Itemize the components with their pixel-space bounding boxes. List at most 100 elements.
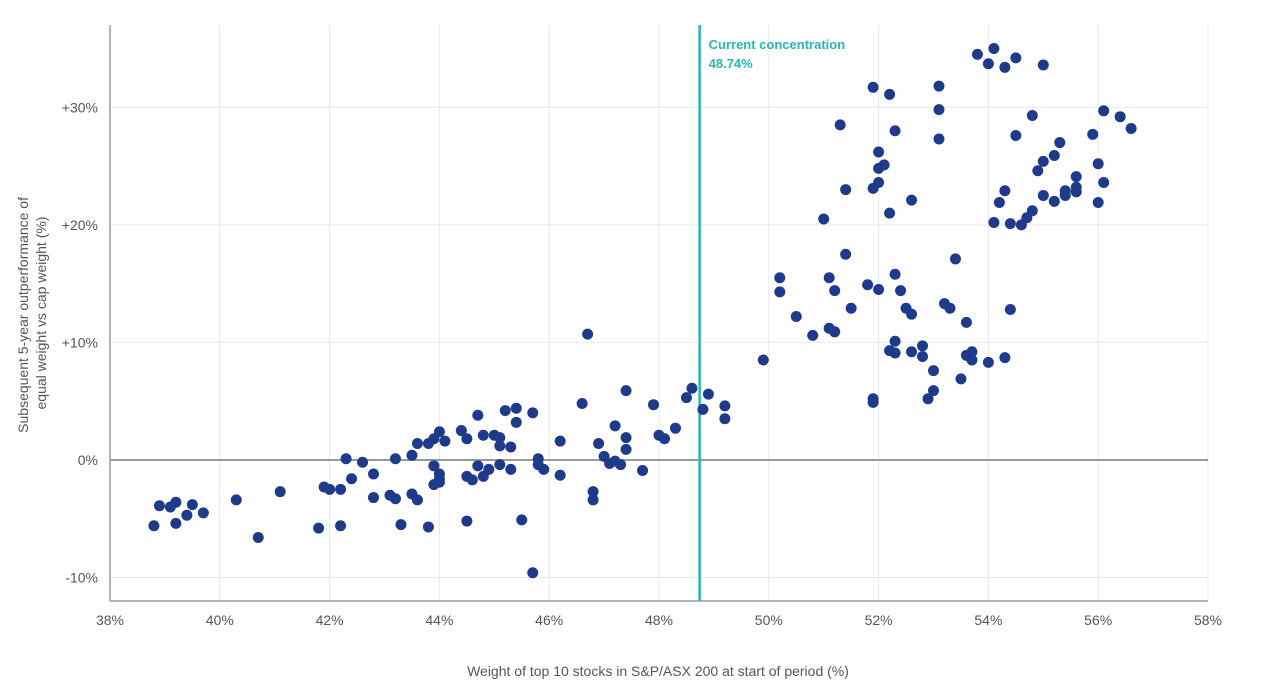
data-point xyxy=(395,519,407,531)
data-point xyxy=(971,48,983,60)
data-point xyxy=(999,61,1011,73)
x-axis-title: Weight of top 10 stocks in S&P/ASX 200 a… xyxy=(467,663,849,679)
data-point xyxy=(494,432,506,444)
data-point xyxy=(818,213,830,225)
data-point xyxy=(774,272,786,284)
data-point xyxy=(197,507,209,519)
data-point xyxy=(928,365,939,377)
data-point xyxy=(609,420,621,432)
data-point xyxy=(697,403,709,415)
data-point xyxy=(1032,165,1044,177)
x-tick-label: 38% xyxy=(96,612,124,628)
x-tick-label: 58% xyxy=(1194,612,1222,628)
y-axis-title: Subsequent 5-year outperformance of equa… xyxy=(15,193,49,433)
data-point xyxy=(411,437,423,449)
data-point xyxy=(917,340,929,352)
data-point xyxy=(1004,218,1016,230)
data-point xyxy=(620,432,632,444)
data-point xyxy=(505,441,517,453)
data-point xyxy=(906,346,918,358)
data-point xyxy=(757,354,769,366)
data-point xyxy=(483,463,495,475)
data-point xyxy=(406,449,418,461)
data-point xyxy=(411,494,423,506)
data-point xyxy=(527,407,539,419)
x-tick-label: 40% xyxy=(206,612,234,628)
data-point xyxy=(587,486,599,498)
x-tick-label: 46% xyxy=(535,612,563,628)
data-point xyxy=(774,286,786,298)
x-tick-label: 48% xyxy=(645,612,673,628)
data-point xyxy=(906,194,918,206)
y-tick-label: +30% xyxy=(62,99,98,115)
data-point xyxy=(933,133,945,145)
data-point xyxy=(637,465,649,477)
data-point xyxy=(593,437,605,449)
data-point xyxy=(335,483,347,495)
data-point xyxy=(1026,110,1038,122)
data-point xyxy=(554,469,566,481)
data-point xyxy=(1037,155,1049,167)
data-point xyxy=(461,433,473,445)
data-point xyxy=(230,494,242,506)
data-point xyxy=(433,426,445,438)
data-point xyxy=(702,388,714,400)
axis-titles: Weight of top 10 stocks in S&P/ASX 200 a… xyxy=(15,193,849,679)
data-point xyxy=(1070,186,1082,198)
data-point xyxy=(658,433,670,445)
data-point xyxy=(389,453,401,465)
data-point xyxy=(999,352,1011,364)
data-point xyxy=(389,493,401,505)
data-point xyxy=(510,416,522,428)
data-point xyxy=(840,184,852,196)
data-point xyxy=(538,463,550,475)
x-tick-label: 42% xyxy=(316,612,344,628)
x-tick-label: 50% xyxy=(755,612,783,628)
annotation-label-line-1: Current concentration xyxy=(709,37,846,52)
data-point xyxy=(620,385,632,397)
data-point xyxy=(527,567,539,579)
axes xyxy=(109,25,1208,602)
data-point xyxy=(576,398,588,410)
data-point xyxy=(873,146,885,158)
data-point xyxy=(993,197,1005,209)
data-point xyxy=(1037,189,1049,201)
data-point xyxy=(472,460,484,472)
y-tick-label: +20% xyxy=(62,217,98,233)
y-tick-label: 0% xyxy=(78,452,98,468)
y-axis-title-line-2: equal weight vs cap weight (%) xyxy=(33,217,49,410)
data-point xyxy=(340,453,352,465)
data-point xyxy=(170,496,182,508)
data-points xyxy=(148,43,1137,579)
tick-labels: 38% 40% 42% 44% 46% 48% 50% 52% 54% 56% 58% -10% 0% +… xyxy=(62,99,1222,628)
data-point xyxy=(889,335,901,347)
data-point xyxy=(982,356,994,368)
data-point xyxy=(966,354,978,366)
data-point xyxy=(274,486,286,498)
gridlines xyxy=(110,25,1209,601)
data-point xyxy=(889,347,901,359)
data-point xyxy=(928,385,939,397)
data-point xyxy=(669,422,681,434)
data-point xyxy=(889,125,901,137)
data-point xyxy=(829,285,841,297)
data-point xyxy=(615,459,627,471)
data-point xyxy=(829,326,841,338)
data-point xyxy=(933,80,945,92)
data-point xyxy=(1098,177,1110,189)
data-point xyxy=(433,476,445,488)
annotation-label-line-2: 48.74% xyxy=(709,56,754,71)
data-point xyxy=(1054,137,1066,149)
data-point xyxy=(181,509,193,521)
data-point xyxy=(1059,189,1071,201)
y-axis-title-line-1: Subsequent 5-year outperformance of xyxy=(15,197,31,433)
data-point xyxy=(433,468,445,480)
data-point xyxy=(982,58,994,70)
data-point xyxy=(878,159,890,171)
data-point xyxy=(686,382,698,394)
data-point xyxy=(873,283,885,295)
data-point xyxy=(357,456,369,468)
data-point xyxy=(1092,197,1104,209)
data-point xyxy=(499,405,511,417)
